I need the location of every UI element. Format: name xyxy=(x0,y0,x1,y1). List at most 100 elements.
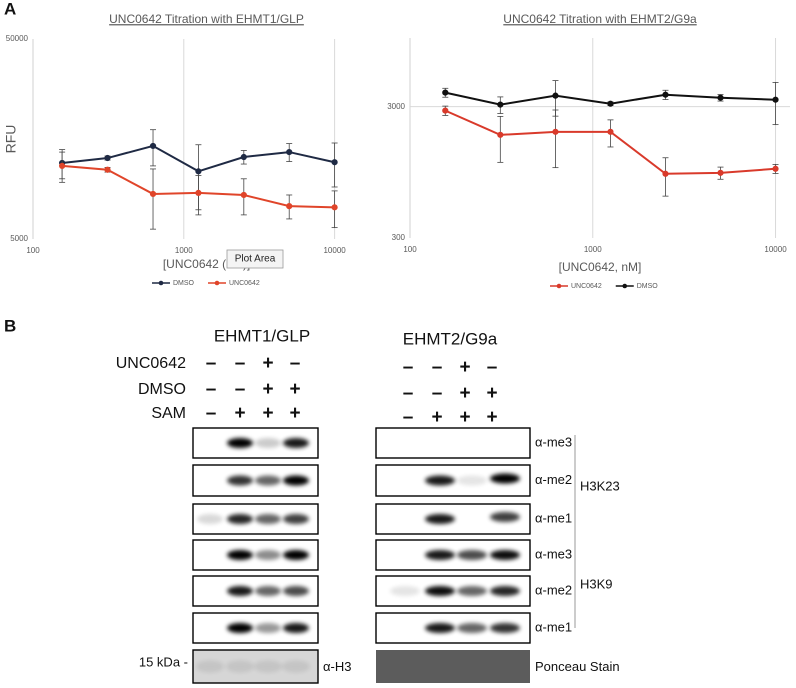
blot-frame xyxy=(192,427,319,459)
data-point xyxy=(59,162,66,170)
y-tick-label: 3000 xyxy=(387,102,405,111)
condition-sign: – xyxy=(206,403,217,424)
blot-band xyxy=(283,438,309,448)
blot-frame xyxy=(375,464,531,497)
blot-band xyxy=(283,514,309,524)
panel-label: B xyxy=(4,316,16,335)
data-point xyxy=(240,191,247,199)
blot-band xyxy=(425,514,455,524)
condition-sign: + xyxy=(459,407,470,428)
blot-band xyxy=(457,550,487,560)
blot-band xyxy=(425,550,455,560)
blot-band xyxy=(282,660,310,673)
condition-sign: + xyxy=(459,383,470,404)
condition-sign: – xyxy=(206,379,217,400)
data-point xyxy=(442,107,449,114)
tooltip-text: Plot Area xyxy=(235,254,276,265)
chart-title: UNC0642 Titration with EHMT2/G9a xyxy=(503,12,697,26)
data-point xyxy=(286,203,293,210)
antibody-label: α-me3 xyxy=(535,434,572,449)
blot-band xyxy=(227,623,253,633)
y-tick-label: 50000 xyxy=(6,34,29,43)
blot-band xyxy=(226,660,254,673)
blot-band xyxy=(390,586,420,596)
condition-sign: – xyxy=(403,357,414,378)
x-tick-label: 10000 xyxy=(323,246,346,255)
data-point xyxy=(331,159,338,166)
histone-site: H3K23 xyxy=(580,478,620,493)
blot-band xyxy=(425,586,455,596)
condition-sign: + xyxy=(289,379,300,400)
x-axis-label: [UNC0642, nM] xyxy=(559,260,642,274)
blot-band xyxy=(255,438,281,448)
antibody-label: α-me1 xyxy=(535,619,572,634)
condition-label: SAM xyxy=(151,405,186,422)
blot-band xyxy=(255,475,281,486)
condition-sign: + xyxy=(262,379,273,400)
data-point xyxy=(442,89,449,96)
blot-frame xyxy=(375,575,531,607)
chart-title: UNC0642 Titration with EHMT1/GLP xyxy=(109,12,304,26)
data-point xyxy=(195,168,202,175)
legend-marker xyxy=(556,283,562,289)
data-point xyxy=(772,165,779,172)
condition-sign: – xyxy=(235,353,246,374)
blot-frame xyxy=(192,503,319,535)
blot-band xyxy=(227,475,253,486)
histone-site: H3K9 xyxy=(580,576,613,591)
data-point xyxy=(717,94,724,101)
legend-label: DMSO xyxy=(173,280,195,287)
antibody-label: α-me2 xyxy=(535,472,572,487)
blot-band xyxy=(227,438,253,448)
data-point xyxy=(331,204,338,211)
data-point xyxy=(662,91,669,98)
legend-label: UNC0642 xyxy=(229,280,260,287)
condition-sign: + xyxy=(486,407,497,428)
data-point xyxy=(104,154,111,162)
panel-label: A xyxy=(4,0,16,18)
blot-frame xyxy=(375,427,531,459)
blot-band xyxy=(227,514,253,524)
condition-sign: – xyxy=(290,353,301,374)
data-point xyxy=(662,170,669,177)
condition-sign: + xyxy=(234,403,245,424)
condition-sign: + xyxy=(262,353,273,374)
group-title: EHMT2/G9a xyxy=(403,329,498,348)
blot-band xyxy=(457,586,487,596)
blot-band xyxy=(490,550,520,560)
antibody-label: α-me3 xyxy=(535,546,572,561)
condition-sign: + xyxy=(289,403,300,424)
blot-band xyxy=(254,660,282,673)
blot-band xyxy=(283,475,309,486)
condition-sign: + xyxy=(459,357,470,378)
blot xyxy=(376,428,530,458)
x-tick-label: 1000 xyxy=(175,246,193,255)
blot-frame xyxy=(375,612,531,644)
condition-sign: – xyxy=(403,383,414,404)
condition-label: DMSO xyxy=(138,381,186,398)
condition-sign: – xyxy=(487,357,498,378)
blot-band xyxy=(255,586,281,596)
data-point xyxy=(240,153,247,161)
blot-band xyxy=(197,514,223,524)
x-tick-label: 100 xyxy=(403,245,417,254)
data-point xyxy=(552,128,559,135)
legend-marker xyxy=(622,283,628,289)
data-point xyxy=(552,92,559,99)
legend-label: UNC0642 xyxy=(571,283,602,290)
condition-sign: – xyxy=(235,379,246,400)
blot-band xyxy=(457,475,487,486)
blot-band xyxy=(490,512,520,522)
antibody-label: α-me1 xyxy=(535,510,572,525)
data-point xyxy=(497,131,504,138)
group-title: EHMT1/GLP xyxy=(214,326,310,345)
condition-sign: + xyxy=(486,383,497,404)
data-point xyxy=(149,142,157,150)
blot-band xyxy=(283,623,309,633)
condition-sign: – xyxy=(432,357,443,378)
condition-sign: + xyxy=(262,403,273,424)
blot-band xyxy=(196,660,224,673)
blot-band xyxy=(490,586,520,596)
blot xyxy=(376,650,530,683)
